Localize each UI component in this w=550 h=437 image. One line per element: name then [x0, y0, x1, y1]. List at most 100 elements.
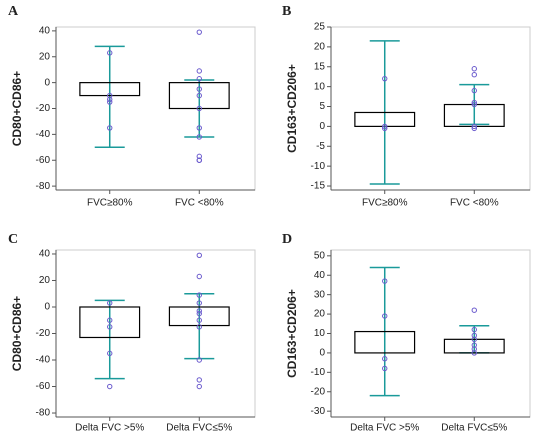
y-tick-label: -30 [311, 406, 326, 417]
data-point [471, 350, 477, 356]
data-point [471, 342, 477, 348]
data-point [471, 326, 477, 333]
box [79, 82, 141, 97]
x-tick-label: Delta FVC≤5% [166, 423, 232, 434]
data-point [196, 157, 202, 163]
panel-label: D [282, 232, 292, 247]
y-tick-label: -15 [311, 181, 326, 192]
box [354, 330, 416, 354]
y-tick-label: -80 [36, 408, 51, 419]
data-point [196, 105, 202, 112]
x-tick-label: Delta FVC >5% [350, 423, 419, 434]
y-tick-label: -10 [311, 367, 326, 378]
data-point [196, 308, 202, 314]
plot-frame [330, 26, 531, 191]
data-point [107, 350, 113, 357]
data-point [107, 50, 113, 56]
y-tick-label: -20 [36, 103, 51, 114]
data-point [196, 68, 202, 74]
y-tick-label: 20 [314, 309, 326, 320]
plot-frame [330, 249, 531, 418]
data-point [196, 125, 202, 131]
data-point [471, 87, 477, 94]
data-point [382, 278, 388, 284]
y-tick-label: 25 [314, 22, 326, 33]
data-point [107, 125, 113, 131]
y-tick-label: -20 [36, 328, 51, 339]
y-tick-label: 40 [39, 26, 51, 37]
y-tick-label: 0 [319, 348, 325, 359]
panel-label: C [8, 232, 18, 247]
panel-label: A [8, 4, 19, 19]
y-tick-label: 20 [314, 42, 326, 53]
data-point [196, 310, 202, 317]
data-point [382, 125, 388, 132]
data-point [196, 86, 202, 92]
y-tick-label: 15 [314, 61, 326, 72]
y-tick-label: 20 [39, 51, 51, 62]
data-point [196, 29, 202, 35]
x-tick-label: FVC <80% [175, 198, 224, 209]
data-point [107, 99, 113, 105]
data-point [382, 365, 388, 372]
box [443, 338, 505, 354]
y-axis-label: CD163+CD206+ [285, 64, 299, 153]
data-point [471, 307, 477, 313]
x-tick-label: Delta FVC≤5% [441, 423, 507, 434]
y-tick-label: 40 [314, 270, 326, 281]
y-tick-label: 10 [314, 328, 326, 339]
y-axis-label: CD80+CD86+ [10, 296, 24, 371]
y-tick-label: -10 [311, 161, 326, 172]
data-point [471, 66, 477, 72]
y-tick-label: -80 [36, 181, 51, 192]
data-point [107, 92, 113, 99]
y-tick-label: 20 [39, 275, 51, 286]
data-point [471, 72, 477, 78]
data-point [196, 92, 202, 99]
data-point [471, 101, 477, 108]
data-point [107, 300, 113, 306]
x-tick-label: FVC≥80% [362, 198, 408, 209]
data-point [196, 317, 202, 323]
y-tick-label: -5 [316, 141, 325, 152]
y-tick-label: -20 [311, 386, 326, 397]
y-tick-label: 40 [39, 249, 51, 260]
data-point [196, 324, 202, 330]
y-tick-label: -60 [36, 381, 51, 392]
data-point [471, 332, 477, 339]
data-point [196, 377, 202, 383]
data-point [382, 356, 388, 362]
plot-frame [55, 249, 256, 418]
y-tick-label: -40 [36, 129, 51, 140]
data-point [196, 134, 202, 140]
data-point [382, 123, 388, 130]
data-point [471, 123, 477, 130]
y-tick-label: 30 [314, 289, 326, 300]
data-point [196, 76, 202, 82]
y-tick-label: -60 [36, 155, 51, 166]
data-point [107, 96, 113, 103]
data-point [471, 99, 477, 106]
y-axis-label: CD80+CD86+ [10, 71, 24, 146]
data-point [107, 383, 113, 390]
y-tick-label: 50 [314, 250, 326, 261]
data-point [107, 324, 113, 330]
box [79, 306, 141, 339]
data-point [196, 273, 202, 280]
y-axis-label: CD163+CD206+ [285, 289, 299, 378]
data-point [382, 75, 388, 82]
data-point [471, 346, 477, 352]
data-point [196, 153, 202, 160]
x-tick-label: FVC <80% [450, 198, 499, 209]
panel-label: B [282, 4, 291, 19]
data-point [471, 336, 477, 343]
data-point [471, 125, 477, 132]
y-tick-label: 0 [44, 302, 50, 313]
data-point [196, 357, 202, 363]
data-point [382, 313, 388, 319]
y-tick-label: -40 [36, 355, 51, 366]
y-tick-label: 10 [314, 81, 326, 92]
y-tick-label: 5 [319, 101, 325, 112]
y-tick-label: 0 [44, 77, 50, 88]
